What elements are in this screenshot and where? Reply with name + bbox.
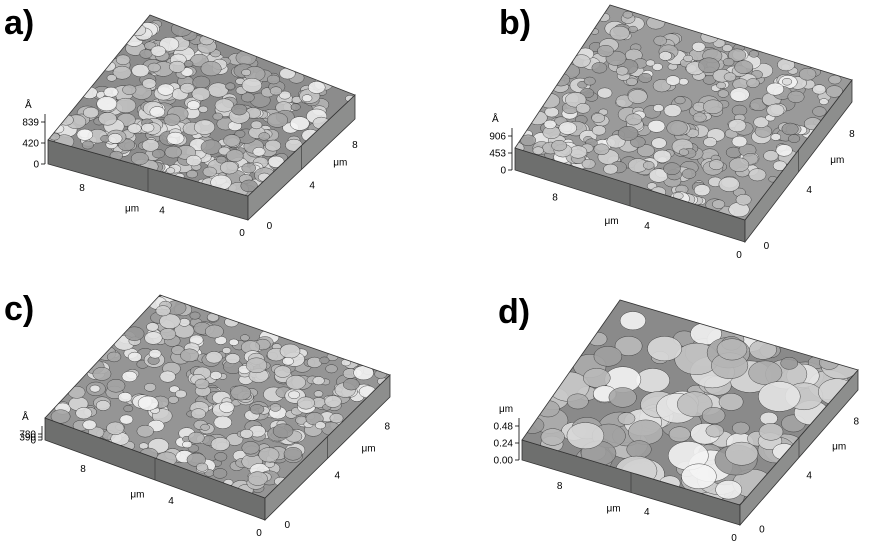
afm-panel-b: Å 906 453 0 8 4 0 μm 8 4 0 μm xyxy=(489,4,855,261)
panel-label-d: d) xyxy=(498,293,531,331)
x-axis-unit: μm xyxy=(125,204,139,215)
z-tick-label: 420 xyxy=(22,139,39,150)
z-axis-unit: Å xyxy=(22,410,29,423)
panel-label-c: c) xyxy=(4,290,35,328)
x-tick-label: 0 xyxy=(731,533,737,543)
z-tick-label: 0 xyxy=(500,166,506,177)
surface-topography xyxy=(45,295,390,498)
afm-panel-d: μm 0.48 0.24 0.00 8 4 0 μm 8 4 0 μm xyxy=(494,299,860,543)
y-tick-label: 4 xyxy=(806,470,812,481)
z-tick-label: 906 xyxy=(489,132,506,143)
x-axis-unit: μm xyxy=(605,216,619,227)
surface-topography xyxy=(522,300,858,505)
x-axis-unit: μm xyxy=(607,503,621,514)
y-tick-label: 4 xyxy=(309,181,315,192)
z-tick-label: 453 xyxy=(489,149,506,160)
z-tick-label: 0 xyxy=(33,160,39,171)
z-tick-label: 0.24 xyxy=(494,439,514,450)
x-tick-label: 4 xyxy=(644,507,650,518)
x-tick-label: 8 xyxy=(557,481,563,492)
x-tick-label: 8 xyxy=(552,192,558,203)
x-axis-unit: μm xyxy=(130,490,144,501)
y-tick-label: 8 xyxy=(384,421,390,432)
surface-topography xyxy=(48,15,355,196)
panel-label-b: b) xyxy=(499,4,532,42)
y-axis-unit: μm xyxy=(333,157,347,168)
z-axis-unit: μm xyxy=(499,404,513,415)
x-tick-label: 4 xyxy=(168,496,174,507)
y-axis-unit: μm xyxy=(830,155,844,166)
x-tick-label: 8 xyxy=(80,464,86,475)
x-tick-label: 0 xyxy=(256,528,262,539)
x-tick-label: 0 xyxy=(736,250,742,261)
y-tick-label: 8 xyxy=(854,416,860,427)
z-tick-label: 0.00 xyxy=(494,456,514,467)
y-axis-unit: μm xyxy=(361,444,375,455)
z-tick-label: 390 xyxy=(19,433,36,444)
x-tick-label: 0 xyxy=(239,228,245,239)
y-tick-label: 4 xyxy=(806,185,812,196)
y-tick-label: 8 xyxy=(849,129,855,140)
surface-topography xyxy=(515,5,852,220)
z-axis-unit: Å xyxy=(25,98,32,111)
z-tick-label: 0 xyxy=(30,436,36,447)
y-tick-label: 8 xyxy=(352,140,358,151)
panel-label-a: a) xyxy=(4,4,35,42)
x-tick-label: 4 xyxy=(644,221,650,232)
x-tick-label: 8 xyxy=(79,183,85,194)
z-axis-unit: Å xyxy=(492,112,499,125)
z-tick-label: 780 xyxy=(19,430,36,441)
y-tick-label: 4 xyxy=(334,471,340,482)
y-tick-label: 0 xyxy=(267,221,273,232)
y-tick-label: 0 xyxy=(759,524,765,535)
z-tick-label: 839 xyxy=(22,118,39,129)
afm-panel-a: Å 839 420 0 8 4 0 μm 8 4 0 μm xyxy=(22,14,358,239)
y-tick-label: 0 xyxy=(284,520,290,531)
y-tick-label: 0 xyxy=(764,241,770,252)
z-tick-label: 0.48 xyxy=(494,422,514,433)
y-axis-unit: μm xyxy=(832,441,846,452)
x-tick-label: 4 xyxy=(159,206,165,217)
